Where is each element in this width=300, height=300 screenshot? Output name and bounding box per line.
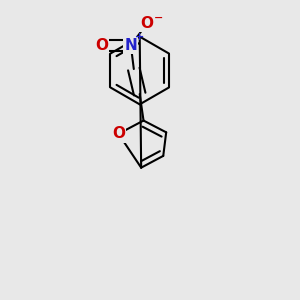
Text: +: + (135, 32, 144, 42)
Text: O: O (112, 126, 125, 141)
Text: O: O (141, 16, 154, 31)
Text: N: N (124, 38, 137, 53)
Text: O: O (95, 38, 108, 53)
Text: −: − (154, 13, 163, 23)
